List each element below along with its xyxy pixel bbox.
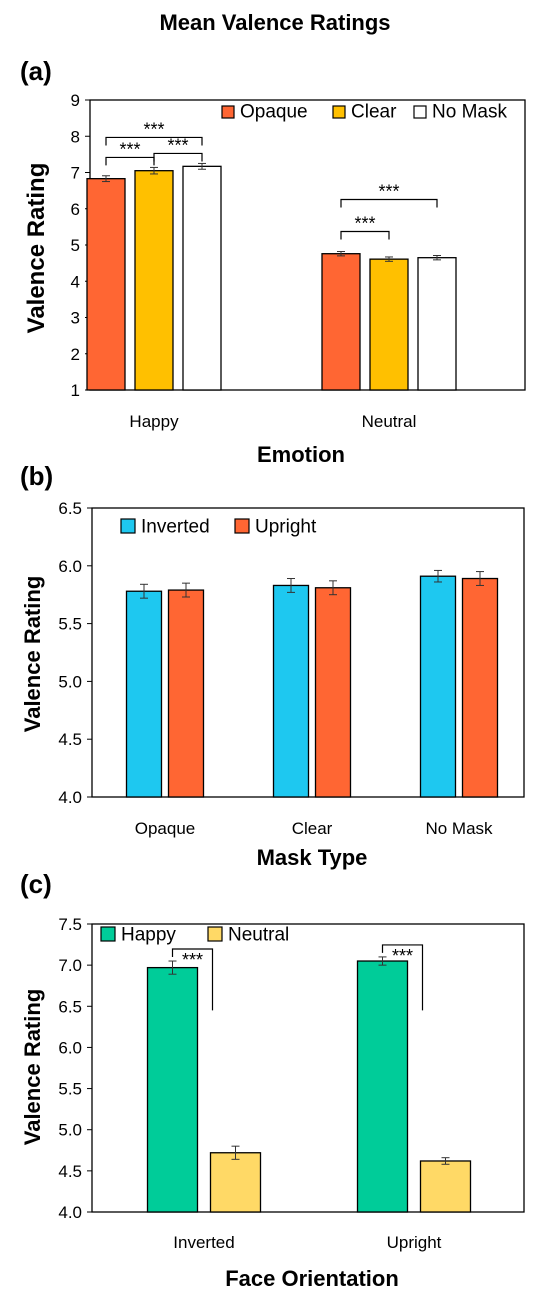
panel-b-y-tick-label: 5.5	[58, 615, 82, 634]
panel-b-y-label: Valence Rating	[20, 576, 45, 733]
panel-a-label: (a)	[20, 56, 52, 86]
panel-c-y-tick-label: 6.0	[58, 1038, 82, 1057]
panel-b-label: (b)	[20, 461, 53, 491]
panel-a-y-tick-label: 2	[71, 345, 80, 364]
panel-c-y-tick-label: 7.0	[58, 956, 82, 975]
panel-a-significance-bracket	[340, 198, 438, 208]
panel-c-category-label: Upright	[387, 1233, 442, 1252]
panel-c-y-tick-label: 5.0	[58, 1121, 82, 1140]
panel-a-legend-swatch	[413, 105, 427, 119]
panel-c-legend-swatch	[100, 926, 116, 942]
panel-a-bar	[182, 165, 222, 391]
panel-b-bar	[125, 590, 163, 798]
panel-b-y-tick-label: 5.0	[58, 672, 82, 691]
panel-a-y-tick-label: 6	[71, 200, 80, 219]
panel-c-significance-bracket	[171, 948, 214, 1011]
panel-a-y-tick-label: 5	[71, 236, 80, 255]
panel-a-significance-label: ***	[354, 214, 375, 234]
panel-c-label: (c)	[20, 869, 52, 899]
panel-b-legend-swatch	[120, 518, 136, 534]
panel-c-y-tick-label: 4.5	[58, 1162, 82, 1181]
panel-a-bar	[321, 253, 361, 391]
panel-c: (c) Valence Rating Face Orientation 4.0 4…	[20, 869, 525, 1291]
panel-a-category-label: Neutral	[362, 412, 417, 431]
panel-b-bar	[272, 584, 310, 798]
figure-title: Mean Valence Ratings	[159, 10, 390, 35]
panel-a-significance-bracket	[105, 136, 203, 146]
panel-b-bar	[461, 577, 499, 798]
panel-a-significance-label: ***	[143, 119, 164, 139]
panel-a-significance-label: ***	[378, 182, 399, 202]
panel-a-bar	[417, 257, 457, 391]
panel-b-y-tick-label: 4.5	[58, 730, 82, 749]
panel-c-y-label: Valence Rating	[20, 989, 45, 1146]
panel-a-y-tick-label: 9	[71, 91, 80, 110]
panel-c-plot-frame	[91, 923, 525, 1213]
panel-c-bar	[356, 960, 409, 1213]
panel-c-bar	[146, 966, 199, 1213]
panel-b-category-label: No Mask	[425, 819, 493, 838]
panel-b-bar	[167, 589, 205, 798]
panel-a-x-label: Emotion	[257, 442, 345, 467]
panel-b-legend-swatch	[234, 518, 250, 534]
panel-a-y-label: Valence Rating	[23, 163, 50, 334]
panel-c-significance-label: ***	[182, 950, 203, 970]
panel-c-y-tick-label: 4.0	[58, 1203, 82, 1222]
panel-b-y-tick-label: 6.5	[58, 499, 82, 518]
panel-b-y-tick-label: 4.0	[58, 788, 82, 807]
panel-a-significance-label: ***	[167, 135, 188, 155]
panel-c-legend-label: Neutral	[228, 925, 289, 946]
panel-b-category-label: Opaque	[135, 819, 196, 838]
panel-a-legend-label: No Mask	[432, 102, 507, 123]
panel-b-legend-label: Upright	[255, 517, 317, 538]
panel-a-bar	[134, 170, 174, 391]
panel-a-y-tick-label: 7	[71, 164, 80, 183]
panel-a-significance-bracket	[340, 230, 390, 240]
panel-c-significance-label: ***	[392, 946, 413, 966]
panel-a-bar	[86, 178, 126, 391]
panel-c-bar	[419, 1160, 472, 1213]
panel-a-legend-label: Clear	[351, 102, 397, 123]
panel-c-category-label: Inverted	[173, 1233, 234, 1252]
panel-a-bar	[369, 258, 409, 391]
panel-a-y-tick-label: 8	[71, 127, 80, 146]
panel-a-category-label: Happy	[129, 412, 179, 431]
panel-b: (b) Valence Rating Mask Type 4.0 4.5 5.0 5.…	[20, 461, 525, 870]
panel-c-y-tick-label: 6.5	[58, 997, 82, 1016]
panel-b-bar	[314, 587, 352, 798]
panel-a: (a) Valence Rating Emotion 1 2 3 4 5 6 7 8 9 Happ…	[20, 56, 526, 467]
panel-b-category-label: Clear	[292, 819, 333, 838]
panel-c-bar	[209, 1152, 262, 1213]
panel-c-legend-label: Happy	[121, 925, 176, 946]
panel-a-legend-swatch	[221, 105, 235, 119]
panel-c-legend-swatch	[207, 926, 223, 942]
panel-b-y-tick-label: 6.0	[58, 557, 82, 576]
panel-c-x-label: Face Orientation	[225, 1266, 399, 1291]
panel-a-legend-label: Opaque	[240, 102, 308, 123]
panel-b-legend-label: Inverted	[141, 517, 210, 538]
panel-c-significance-bracket	[381, 944, 424, 1011]
panel-a-significance-bracket	[153, 152, 203, 162]
panel-c-y-tick-label: 7.5	[58, 915, 82, 934]
panel-a-legend-swatch	[332, 105, 346, 119]
panel-a-significance-label: ***	[119, 139, 140, 159]
panel-a-y-tick-label: 4	[71, 272, 80, 291]
panel-b-x-label: Mask Type	[257, 845, 368, 870]
panel-c-y-tick-label: 5.5	[58, 1080, 82, 1099]
panel-a-y-tick-label: 1	[71, 381, 80, 400]
panel-b-bar	[419, 575, 457, 798]
panel-a-y-tick-label: 3	[71, 309, 80, 328]
